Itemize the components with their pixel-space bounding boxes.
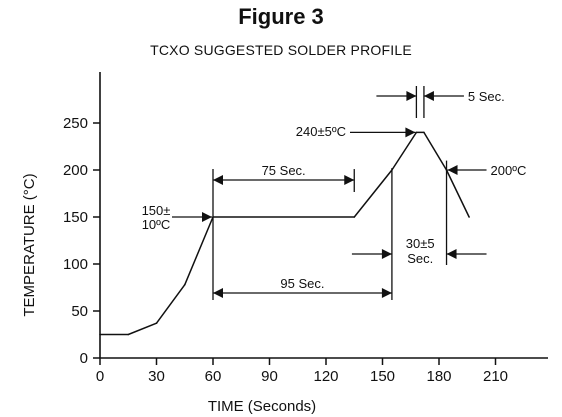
- preheat-label-line1: 150±: [142, 203, 171, 218]
- top-interval-label: 5 Sec.: [468, 89, 505, 104]
- x-axis-title: TIME (Seconds): [208, 398, 316, 415]
- x-tick-label: 150: [370, 368, 395, 385]
- y-axis-title: TEMPERATURE (°C): [21, 173, 38, 316]
- above150-interval-label: 95 Sec.: [280, 276, 324, 291]
- data-point: [353, 216, 356, 218]
- above200-label-line2: Sec.: [407, 251, 433, 266]
- data-point: [415, 131, 418, 134]
- x-tick-label: 210: [483, 368, 508, 385]
- y-tick-label: 50: [71, 303, 88, 320]
- x-tick-label: 0: [96, 368, 104, 385]
- data-point: [423, 131, 425, 134]
- chart-subtitle: TCXO SUGGESTED SOLDER PROFILE: [150, 42, 412, 58]
- y-tick-label: 250: [63, 115, 88, 132]
- y-tick-label: 0: [80, 350, 88, 367]
- x-tick-label: 180: [426, 368, 451, 385]
- preheat-label-line2: 10ºC: [142, 217, 171, 232]
- axis-ticks: 0 50 100 150 200 250 0 30 60 90 120 150 180 210: [63, 115, 508, 385]
- x-tick-label: 60: [205, 368, 222, 385]
- annotations-layer: 150±10ºC 75 Sec. 95 Sec. 5 Sec. 240±5ºC 200ºC…: [142, 86, 527, 300]
- x-tick-label: 120: [313, 368, 338, 385]
- data-point: [155, 322, 158, 325]
- x-tick-label: 30: [148, 368, 165, 385]
- y-tick-label: 150: [63, 209, 88, 226]
- y-tick-label: 100: [63, 256, 88, 273]
- data-point: [468, 216, 470, 218]
- peak-label: 240±5ºC: [296, 124, 346, 139]
- soak-interval-label: 75 Sec.: [262, 163, 306, 178]
- figure-title: Figure 3: [238, 4, 324, 29]
- cool-point-label: 200ºC: [491, 163, 527, 178]
- above200-label-line1: 30±5: [406, 236, 435, 251]
- x-tick-label: 90: [261, 368, 278, 385]
- data-point: [99, 333, 101, 336]
- data-point: [127, 333, 130, 336]
- y-tick-label: 200: [63, 162, 88, 179]
- data-point: [183, 283, 186, 286]
